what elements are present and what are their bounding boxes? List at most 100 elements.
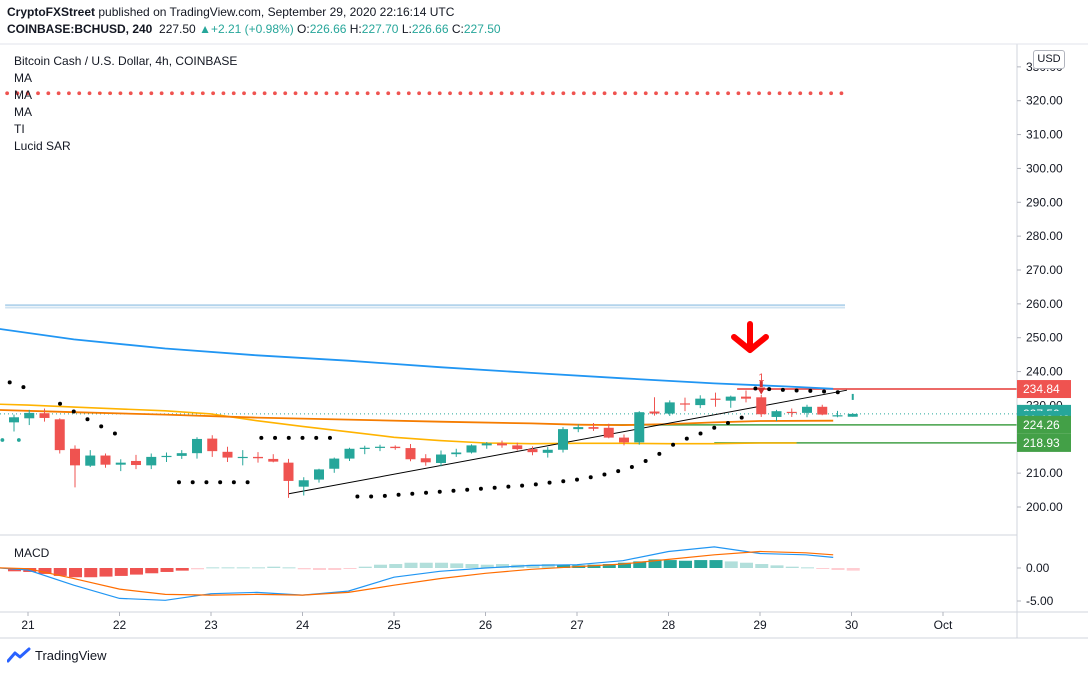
- candle[interactable]: [497, 440, 507, 448]
- candle[interactable]: [54, 418, 65, 454]
- candle[interactable]: [192, 437, 202, 459]
- candle[interactable]: [786, 408, 797, 417]
- time-tick-label: 24: [296, 618, 310, 632]
- legend-item-ma-3[interactable]: MA: [14, 105, 32, 119]
- candle[interactable]: [481, 441, 492, 449]
- brand-name: TradingView: [35, 647, 107, 663]
- candle[interactable]: [603, 423, 614, 439]
- candles-layer[interactable]: [9, 390, 858, 498]
- candle[interactable]: [237, 450, 248, 466]
- candle[interactable]: [9, 414, 19, 432]
- candle[interactable]: [649, 397, 660, 416]
- candle[interactable]: [542, 447, 553, 458]
- resistance-dot: [355, 91, 360, 96]
- candle[interactable]: [39, 408, 50, 422]
- candle[interactable]: [405, 444, 416, 462]
- candle[interactable]: [512, 442, 523, 451]
- sar-dot: [355, 494, 360, 499]
- resistance-dot: [87, 91, 92, 96]
- candle[interactable]: [710, 392, 721, 407]
- candle-body: [619, 437, 629, 443]
- candle-body: [558, 429, 568, 450]
- macd-histogram-bar: [221, 567, 235, 569]
- resistance-dot: [540, 91, 545, 96]
- candle[interactable]: [558, 427, 568, 453]
- candle[interactable]: [298, 477, 309, 496]
- candle[interactable]: [756, 394, 767, 417]
- macd-tick-label: -5.00: [1026, 594, 1054, 608]
- resistance-dot: [530, 91, 535, 96]
- price-tick-label: 210.00: [1026, 466, 1063, 480]
- candle[interactable]: [619, 434, 629, 446]
- legend-item-ti[interactable]: TI: [14, 122, 25, 136]
- candle[interactable]: [359, 445, 370, 455]
- publisher-name[interactable]: CryptoFXStreet: [7, 5, 96, 19]
- candle[interactable]: [161, 452, 172, 462]
- candle[interactable]: [466, 444, 477, 454]
- macd-pane-label[interactable]: MACD: [14, 546, 50, 560]
- macd-histogram-bar: [175, 568, 189, 571]
- candle[interactable]: [847, 413, 858, 417]
- candle[interactable]: [802, 404, 812, 418]
- candle[interactable]: [527, 446, 538, 456]
- resistance-dot: [180, 91, 185, 96]
- price-tick-label: 250.00: [1026, 331, 1063, 345]
- candle[interactable]: [100, 453, 111, 468]
- resistance-dot: [808, 91, 813, 96]
- candle[interactable]: [253, 452, 263, 463]
- resistance-dot: [67, 91, 71, 96]
- candle[interactable]: [420, 454, 431, 466]
- candle[interactable]: [344, 447, 355, 461]
- tradingview-brand[interactable]: TradingView: [7, 647, 107, 663]
- candle[interactable]: [695, 395, 706, 409]
- candle-body: [497, 443, 507, 446]
- candle[interactable]: [268, 454, 279, 463]
- candle[interactable]: [664, 400, 675, 416]
- legend-item-ma-2[interactable]: MA: [14, 88, 32, 102]
- resistance-dot: [509, 91, 514, 96]
- macd-histogram-bar: [724, 561, 738, 568]
- time-tick-label: 30: [845, 618, 859, 632]
- candle[interactable]: [85, 450, 96, 468]
- sar-dot: [629, 465, 634, 470]
- candle[interactable]: [176, 450, 187, 459]
- macd-histogram-bar: [389, 564, 403, 568]
- resistance-dot: [489, 91, 494, 96]
- legend-item-lucid-sar[interactable]: Lucid SAR: [14, 139, 71, 153]
- sar-dot: [506, 484, 511, 489]
- candle[interactable]: [588, 423, 599, 431]
- resistance-dot: [829, 91, 834, 96]
- candle[interactable]: [375, 444, 385, 452]
- candle[interactable]: [725, 395, 736, 408]
- candle[interactable]: [573, 424, 584, 433]
- candle[interactable]: [451, 448, 462, 457]
- legend-item-ma-1[interactable]: MA: [14, 71, 32, 85]
- candle[interactable]: [146, 453, 157, 470]
- candle[interactable]: [741, 390, 751, 403]
- candle[interactable]: [436, 450, 446, 467]
- candle[interactable]: [390, 445, 401, 450]
- candle[interactable]: [680, 397, 690, 412]
- chart-legend: Bitcoin Cash / U.S. Dollar, 4h, COINBASE…: [14, 53, 237, 155]
- candle[interactable]: [817, 404, 828, 416]
- candle[interactable]: [771, 409, 782, 422]
- candle[interactable]: [131, 454, 141, 470]
- resistance-dot: [221, 91, 226, 96]
- candle[interactable]: [24, 409, 35, 426]
- sar-dot: [71, 409, 76, 414]
- candle[interactable]: [207, 435, 218, 457]
- candle[interactable]: [314, 468, 324, 483]
- publish-line: CryptoFXStreet published on TradingView.…: [7, 5, 454, 19]
- time-tick-label: 23: [204, 618, 218, 632]
- candle-body: [314, 469, 324, 480]
- candle[interactable]: [283, 458, 294, 498]
- candle[interactable]: [634, 411, 645, 445]
- candle[interactable]: [115, 459, 126, 472]
- candle[interactable]: [329, 457, 340, 473]
- candle[interactable]: [70, 445, 80, 488]
- candle[interactable]: [832, 410, 843, 418]
- candle[interactable]: [222, 446, 233, 462]
- levels-layer: [0, 91, 1017, 444]
- currency-button[interactable]: USD: [1033, 50, 1065, 69]
